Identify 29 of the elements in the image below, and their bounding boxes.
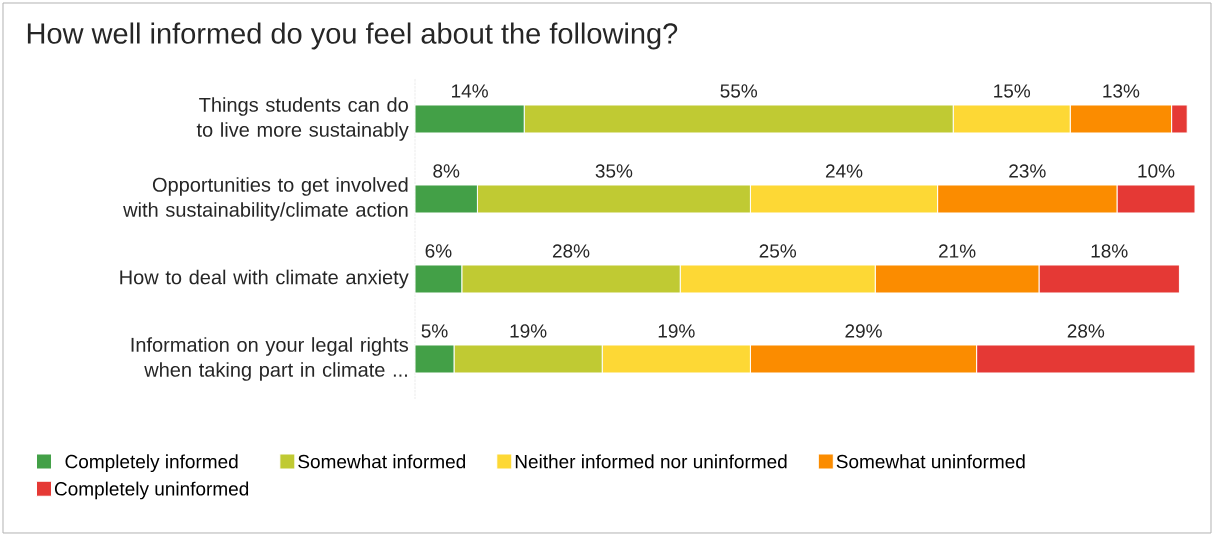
- legend-label: Completely informed: [65, 454, 238, 473]
- chart-title: How well informed do you feel about the following?: [27, 22, 678, 50]
- y-tick-label: How to deal with climate anxiety: [120, 269, 409, 289]
- data-label: 24%: [825, 164, 863, 178]
- data-label: 13%: [1103, 84, 1140, 98]
- legend-label: Somewhat uninformed: [836, 454, 1025, 469]
- legend-label: Completely uninformed: [54, 481, 249, 500]
- data-label: 18%: [1091, 244, 1128, 258]
- data-label: 28%: [552, 244, 590, 258]
- data-label: 23%: [1009, 164, 1046, 178]
- y-tick-label: Information on your legal rights when taking part in climate ...: [131, 337, 409, 381]
- data-label: 8%: [433, 164, 460, 178]
- data-label: 55%: [720, 84, 758, 98]
- y-tick-label: Opportunities to get involved with sustainability/climate action: [123, 177, 408, 221]
- legend-label: Somewhat informed: [298, 454, 466, 469]
- data-label: 21%: [939, 244, 976, 258]
- y-tick-label: Things students can do to live more sustainably: [196, 97, 409, 141]
- data-label: 14%: [452, 84, 488, 98]
- data-label: 28%: [1067, 324, 1105, 338]
- data-label: 29%: [845, 324, 882, 338]
- data-label: 10%: [1138, 164, 1175, 178]
- data-label: 5%: [421, 324, 448, 338]
- data-label: 35%: [595, 164, 633, 178]
- data-label: 15%: [994, 84, 1031, 98]
- data-label: 19%: [510, 324, 547, 338]
- data-label: 6%: [425, 244, 452, 258]
- data-label: 19%: [658, 324, 695, 338]
- data-label: 25%: [759, 244, 797, 258]
- legend-label: Neither informed nor uninformed: [515, 454, 787, 469]
